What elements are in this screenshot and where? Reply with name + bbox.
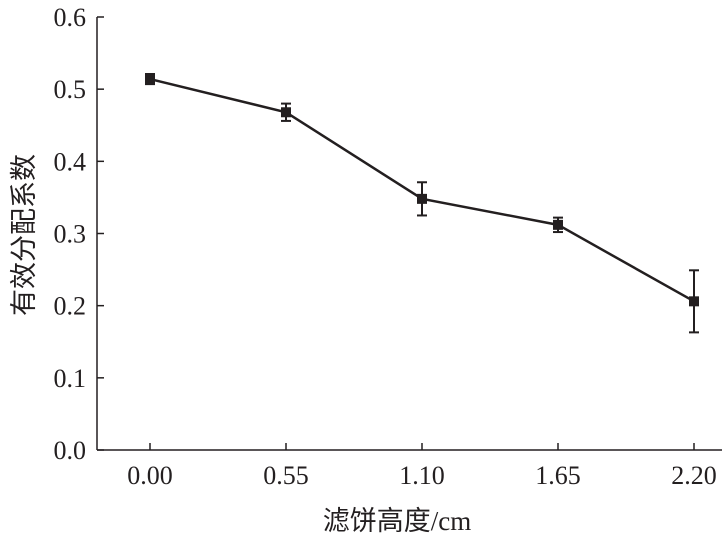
y-tick-label: 0.0 <box>54 436 87 465</box>
data-point <box>145 74 155 85</box>
x-tick-label: 1.10 <box>399 461 445 490</box>
y-tick-label: 0.2 <box>54 292 87 321</box>
data-point <box>553 219 563 230</box>
x-tick-label: 0.55 <box>263 461 309 490</box>
data-point <box>281 107 291 118</box>
y-tick-label: 0.4 <box>54 147 87 176</box>
y-tick-label: 0.6 <box>54 3 87 32</box>
x-tick-label: 0.00 <box>127 461 173 490</box>
x-axis-label: 滤饼高度/cm <box>323 506 472 536</box>
y-tick-label: 0.1 <box>54 364 87 393</box>
y-axis-label: 有效分配系数 <box>9 154 39 316</box>
data-point <box>689 296 699 307</box>
x-tick-label: 1.65 <box>535 461 581 490</box>
x-tick-label: 2.20 <box>671 461 717 490</box>
y-tick-label: 0.3 <box>54 220 87 249</box>
data-point <box>417 193 427 204</box>
y-tick-label: 0.5 <box>54 75 87 104</box>
